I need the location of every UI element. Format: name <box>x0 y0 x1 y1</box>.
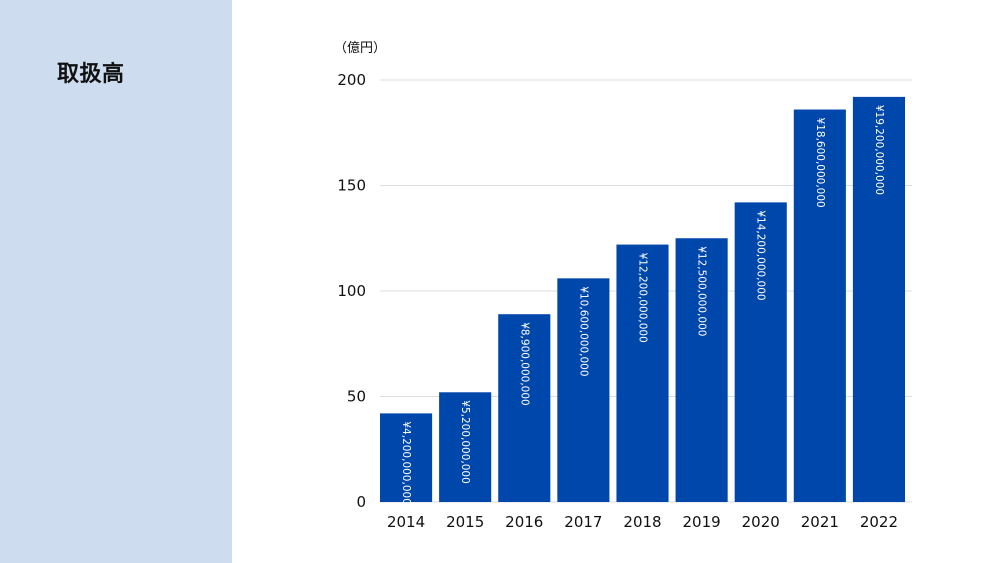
bar-data-label: ¥4,200,000,000 <box>400 421 412 505</box>
y-tick-label: 150 <box>337 177 366 195</box>
bar-2020 <box>734 202 787 502</box>
bar-2021 <box>793 109 846 502</box>
x-axis-ticks: 2014 2015 2016 2017 2018 2019 2020 2021 2022 <box>387 513 898 531</box>
x-tick-label: 2020 <box>742 513 780 531</box>
x-tick-label: 2019 <box>683 513 721 531</box>
x-tick-label: 2014 <box>387 513 425 531</box>
bar-data-label: ¥19,200,000,000 <box>873 105 885 195</box>
bar-data-label: ¥12,500,000,000 <box>696 246 708 336</box>
bar-2014 <box>380 413 433 502</box>
x-tick-label: 2016 <box>505 513 543 531</box>
bar-2019 <box>675 238 728 502</box>
bar-data-label: ¥5,200,000,000 <box>459 400 471 484</box>
chart-area: （億円） 0 50 100 150 200 ¥4,200,000,000 ¥5,200,0… <box>232 0 1000 563</box>
x-tick-label: 2015 <box>446 513 484 531</box>
bar-data-label: ¥10,600,000,000 <box>577 286 589 376</box>
y-axis-ticks: 0 50 100 150 200 <box>337 71 366 511</box>
bar-data-label: ¥18,600,000,000 <box>814 118 826 208</box>
bar-series: ¥4,200,000,000 ¥5,200,000,000 ¥8,900,000,0… <box>380 96 905 505</box>
x-tick-label: 2022 <box>860 513 898 531</box>
page-title: 取扱高 <box>57 62 125 87</box>
bar-chart: （億円） 0 50 100 150 200 ¥4,200,000,000 ¥5,200,0… <box>334 40 912 531</box>
bar-2017 <box>557 278 610 502</box>
bar-data-label: ¥12,200,000,000 <box>637 253 649 343</box>
bar-2022 <box>852 96 905 502</box>
y-tick-label: 100 <box>337 282 366 300</box>
y-axis-unit-label: （億円） <box>334 40 386 56</box>
bar-2015 <box>439 392 492 502</box>
bar-2018 <box>616 244 669 502</box>
bar-2016 <box>498 314 551 502</box>
y-tick-label: 0 <box>356 493 366 511</box>
bar-data-label: ¥14,200,000,000 <box>755 210 767 300</box>
x-tick-label: 2021 <box>801 513 839 531</box>
bar-data-label: ¥8,900,000,000 <box>518 322 530 406</box>
y-tick-label: 50 <box>347 388 366 406</box>
sidebar-panel: 取扱高 <box>0 0 232 563</box>
x-tick-label: 2017 <box>564 513 602 531</box>
y-tick-label: 200 <box>337 71 366 89</box>
x-tick-label: 2018 <box>623 513 661 531</box>
